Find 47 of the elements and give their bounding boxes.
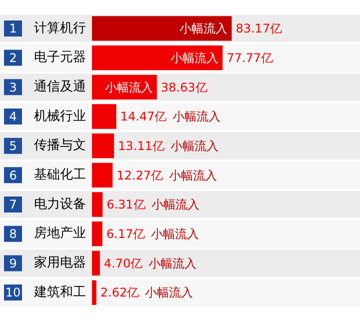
- y-tick-label: 基础化工: [34, 168, 86, 183]
- text: 8: [9, 226, 17, 241]
- text: 5: [9, 138, 17, 153]
- bar: [92, 134, 114, 158]
- annotation: 小幅流入: [170, 138, 218, 153]
- data-label: 13.11亿: [118, 138, 164, 153]
- annotation: 小幅流入: [168, 168, 217, 182]
- text: 7: [9, 198, 17, 212]
- text: 2: [9, 50, 17, 65]
- data-label: 4.70亿: [104, 256, 143, 270]
- bar: [92, 222, 102, 246]
- y-tick-label: 计算机行: [34, 20, 86, 36]
- y-tick-label: 建筑和工: [33, 284, 86, 300]
- text: 3: [9, 80, 17, 94]
- bar: [92, 250, 100, 276]
- text: 10: [5, 286, 21, 300]
- text: 6: [9, 168, 17, 182]
- annotation: 小幅流入: [172, 110, 221, 124]
- y-tick-label: 机械行业: [34, 108, 86, 124]
- data-label: 6.17亿: [106, 226, 146, 241]
- y-tick-label: 通信及通: [34, 80, 86, 95]
- data-label: 77.77亿: [226, 50, 274, 65]
- y-tick-label: 房地产业: [34, 225, 86, 242]
- data-label: 83.17亿: [236, 22, 282, 36]
- annotation: 小幅流入: [151, 226, 200, 241]
- bar: [92, 104, 116, 129]
- bar: [92, 162, 113, 188]
- data-label: 38.63亿: [160, 80, 208, 94]
- data-label: 2.62亿: [100, 286, 140, 300]
- bar: [92, 192, 103, 217]
- bar: [92, 280, 96, 305]
- annotation: 小幅流入: [148, 256, 197, 270]
- y-tick-label: 家用电器: [34, 254, 86, 271]
- annotation: 小幅流入: [145, 286, 194, 300]
- data-label: 14.47亿: [120, 110, 167, 124]
- data-label: 6.31亿: [106, 198, 146, 212]
- text: 9: [9, 256, 17, 270]
- data-label: 12.27亿: [116, 168, 163, 182]
- text: 1: [9, 22, 17, 36]
- annotation: 小幅流入: [104, 80, 153, 94]
- y-tick-label: 传播与文: [34, 138, 86, 154]
- annotation: 小幅流入: [151, 198, 200, 212]
- y-tick-label: 电子元器: [34, 50, 86, 66]
- text: 4: [9, 110, 17, 124]
- annotation: 小幅流入: [170, 50, 219, 65]
- y-tick-label: 电力设备: [34, 196, 86, 212]
- annotation: 小幅流入: [180, 22, 228, 36]
